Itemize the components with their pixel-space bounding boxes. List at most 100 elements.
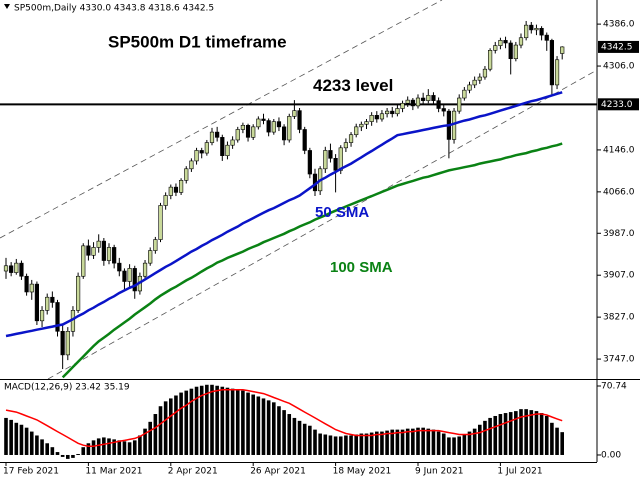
macd-bar — [385, 430, 389, 455]
macd-bar — [174, 395, 178, 455]
candle-body — [431, 95, 436, 101]
macd-bar — [395, 429, 400, 455]
macd-bar — [447, 437, 451, 455]
candle-body — [333, 158, 338, 171]
macd-bar — [184, 390, 189, 455]
macd-bar — [215, 385, 219, 455]
macd-bar — [421, 427, 425, 455]
candle-body — [518, 37, 524, 46]
macd-bar — [158, 406, 163, 455]
macd-bar — [4, 417, 8, 455]
x-tick-label: 26 Apr 2021 — [250, 467, 306, 477]
macd-bar — [66, 454, 70, 459]
candle-body — [384, 110, 390, 115]
candle-body — [493, 45, 498, 51]
candle-body — [179, 180, 184, 193]
candle-body — [215, 131, 220, 138]
macd-bar — [19, 424, 24, 455]
candle-body — [539, 28, 544, 36]
macd-bar — [148, 421, 152, 455]
candle-body — [76, 275, 81, 311]
level-label: 4233.0 — [601, 100, 633, 110]
candle-body — [245, 124, 251, 138]
symbol-icon — [4, 4, 10, 9]
macd-bar — [328, 435, 333, 455]
macd-tick-label: 70.74 — [601, 382, 627, 392]
macd-bar — [488, 417, 492, 455]
candle-body — [60, 330, 65, 356]
macd-bar — [318, 433, 322, 455]
candle-body — [369, 115, 374, 122]
candle-body — [554, 59, 560, 86]
macd-bar — [277, 406, 281, 455]
candle-body — [132, 268, 137, 292]
candle-body — [65, 330, 70, 356]
macd-bar — [555, 427, 559, 455]
y-tick-label: 4066.0 — [603, 187, 635, 197]
candle-body — [230, 139, 235, 146]
macd-bar — [24, 427, 29, 455]
macd-bar — [498, 414, 503, 455]
x-tick-label: 17 Feb 2021 — [3, 467, 59, 477]
candle-body — [487, 50, 493, 70]
candle-body — [410, 99, 415, 107]
candle-body — [50, 296, 55, 303]
macd-bar — [467, 431, 472, 455]
candle-body — [503, 40, 508, 44]
macd-bar — [194, 386, 199, 455]
candle-body — [390, 110, 395, 115]
candle-body — [101, 240, 106, 261]
macd-bar — [493, 415, 498, 455]
macd-bar — [308, 425, 312, 455]
candle-body — [189, 160, 194, 170]
macd-bar — [220, 386, 225, 455]
macd-bar — [29, 431, 34, 455]
macd-bar — [76, 454, 80, 455]
candle-body — [441, 108, 446, 112]
candle-body — [477, 76, 482, 81]
macd-bar — [107, 438, 111, 455]
candle-body — [122, 270, 127, 282]
candle-body — [29, 283, 34, 293]
macd-bar — [411, 428, 415, 455]
candle-body — [194, 150, 199, 162]
candle-body — [421, 97, 426, 101]
candle-body — [55, 302, 60, 332]
candle-body — [498, 40, 503, 46]
macd-bar — [405, 428, 410, 455]
macd-bar — [138, 435, 142, 455]
macd-bar — [478, 424, 482, 455]
macd-bar — [91, 440, 96, 455]
level-label-box — [598, 98, 639, 111]
macd-bar — [462, 434, 467, 455]
y-tick-label: 4386.0 — [603, 20, 635, 30]
candle-body — [3, 265, 9, 272]
x-tick-label: 9 Jun 2021 — [415, 467, 463, 477]
macd-bar — [225, 387, 230, 455]
macd-bar — [169, 398, 173, 455]
candle-body — [235, 129, 240, 141]
macd-bar — [297, 420, 302, 455]
macd-bar — [210, 384, 214, 455]
candle-body — [158, 205, 163, 240]
x-tick-label: 2 Apr 2021 — [168, 467, 218, 477]
macd-pane — [4, 384, 564, 459]
macd-bar — [519, 409, 523, 455]
candle-body — [482, 68, 488, 78]
candle-body — [549, 40, 554, 86]
candle-body — [544, 34, 549, 41]
candle-body — [405, 99, 410, 104]
candle-body — [400, 102, 405, 109]
y-tick-label: 3747.0 — [603, 355, 635, 365]
chart-header: SP500m,Daily 4330.0 4343.8 4318.6 4342.5 — [14, 4, 214, 14]
price-pane — [0, 20, 597, 379]
candle-body — [508, 42, 513, 60]
macd-bar — [390, 429, 395, 455]
candle-body — [127, 268, 132, 282]
y-tick-label: 3987.0 — [603, 229, 635, 239]
candle-body — [534, 28, 539, 31]
y-tick-label: 3907.0 — [603, 271, 635, 281]
candle-body — [379, 113, 385, 120]
x-tick-label: 18 May 2021 — [333, 467, 392, 477]
